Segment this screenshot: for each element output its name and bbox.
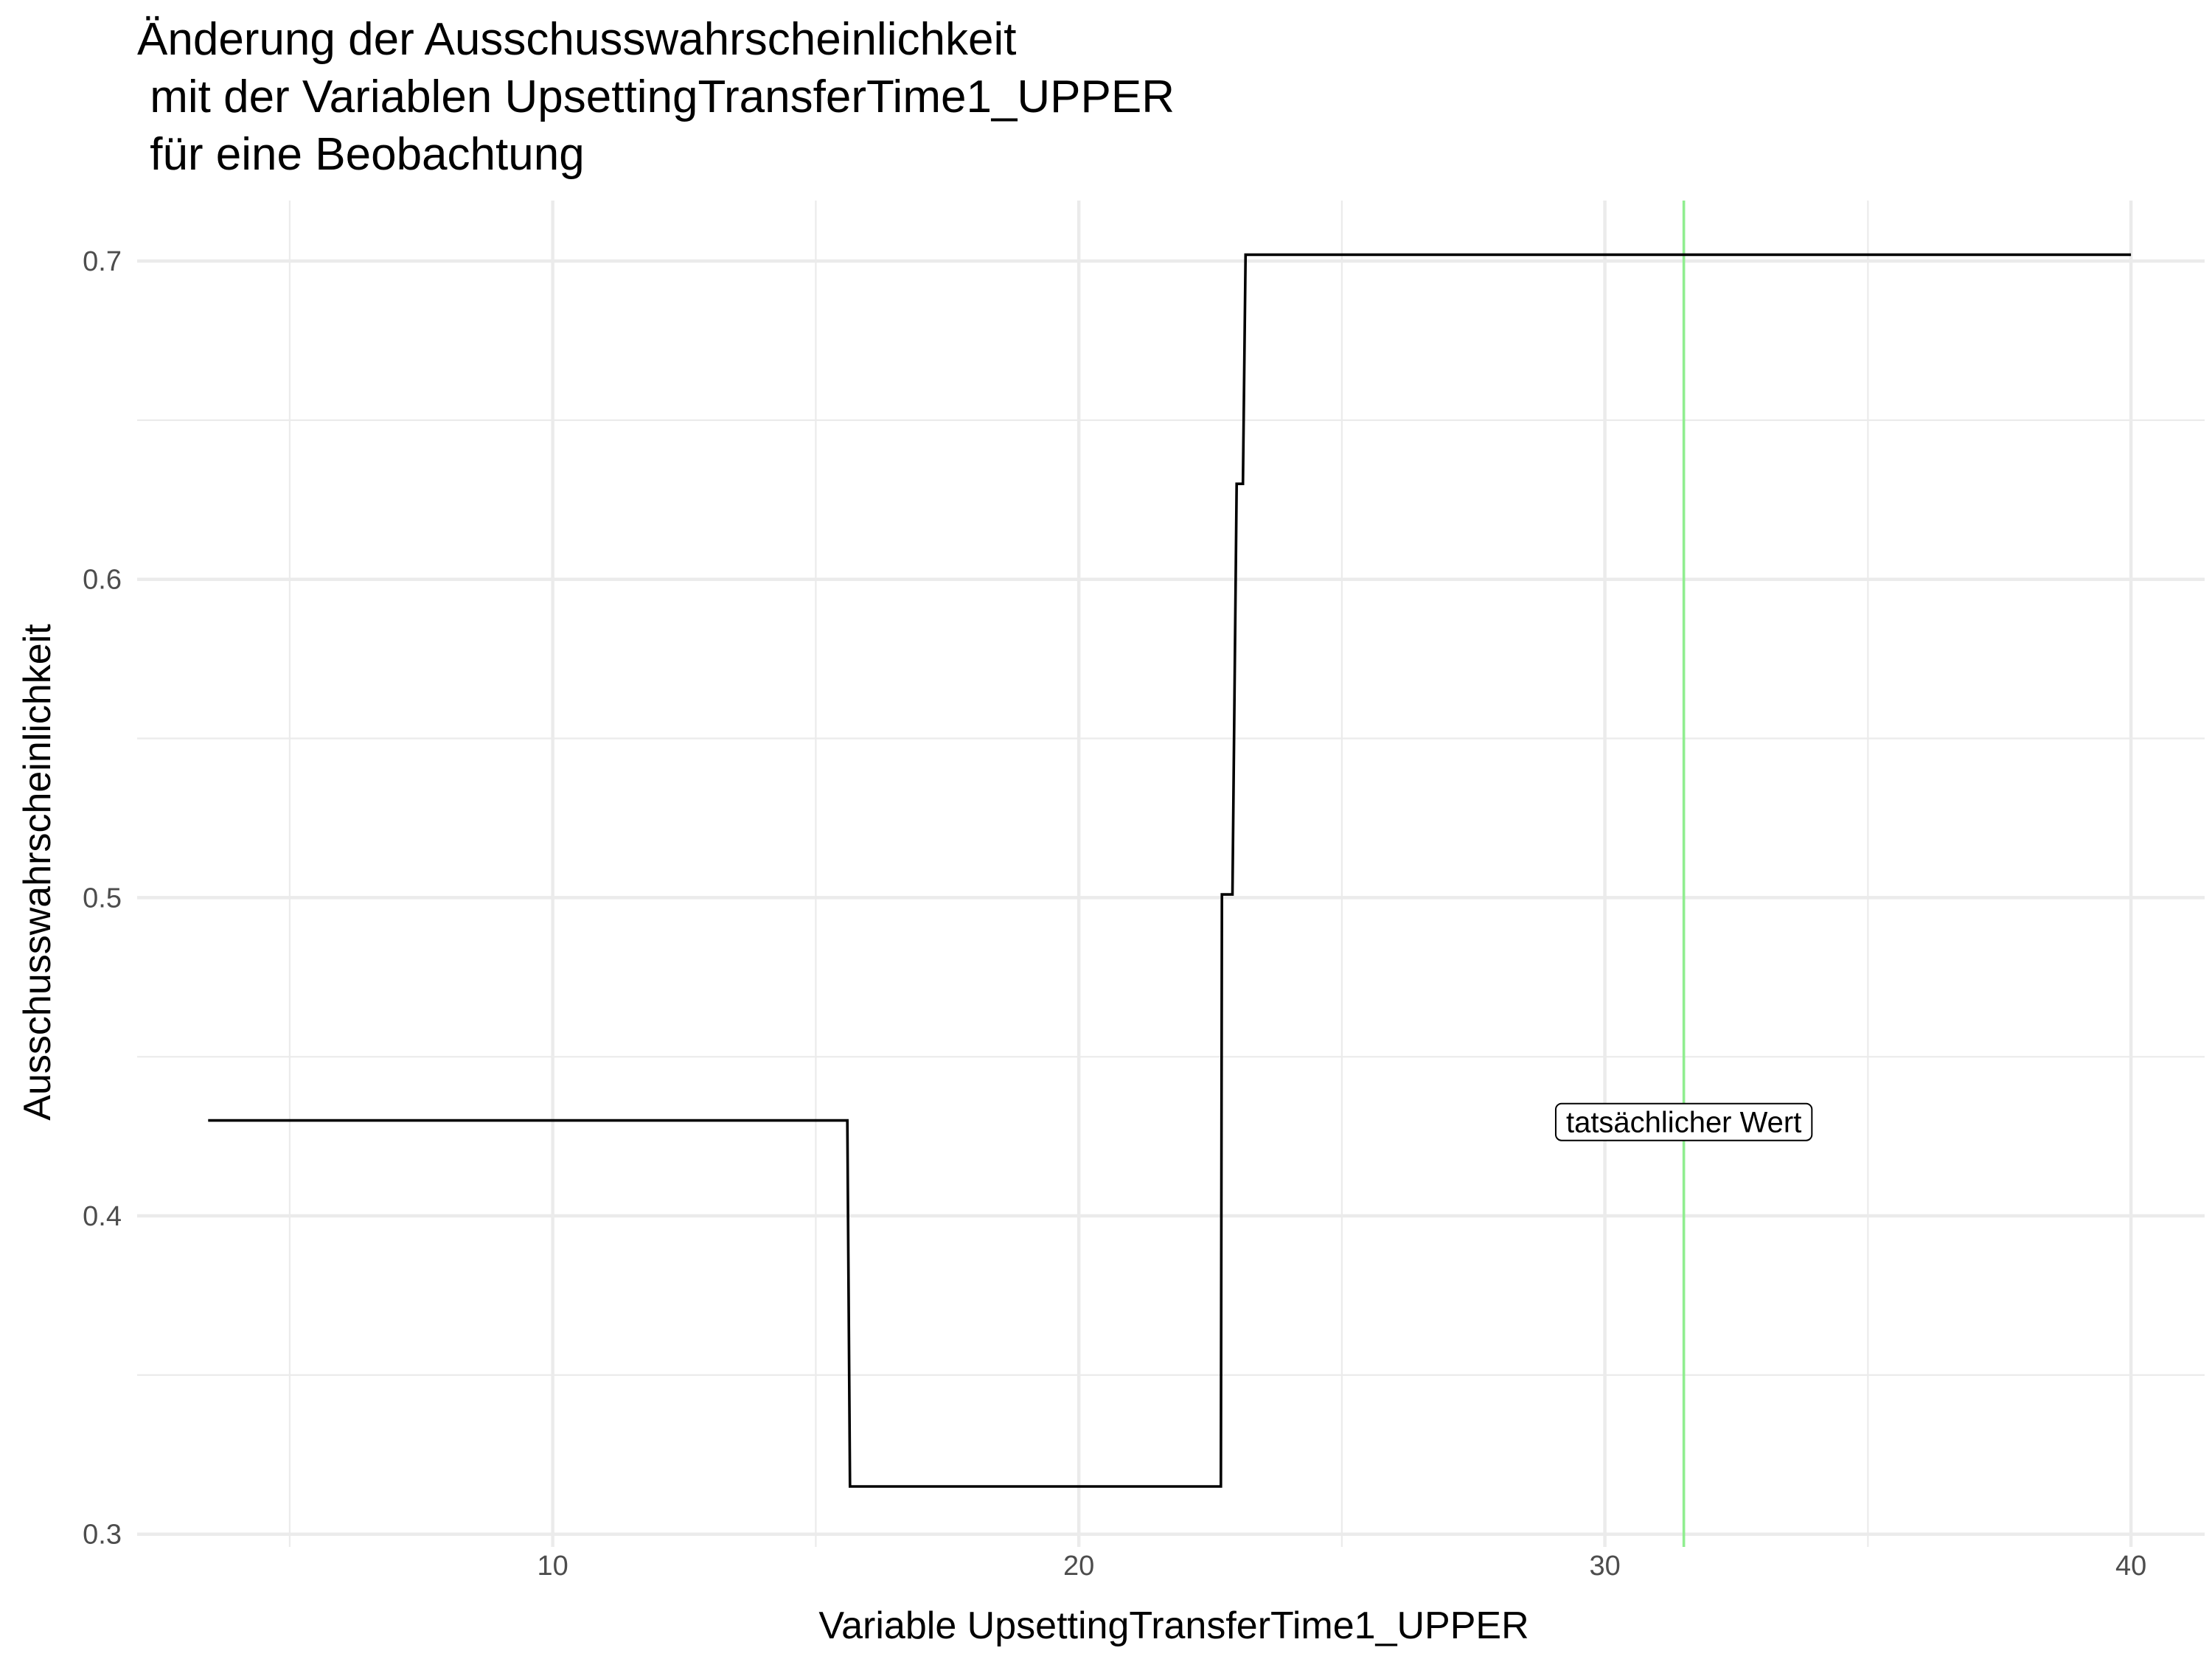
x-tick-label-0: 10 [538, 1551, 568, 1582]
tick-labels: 10 20 30 40 0.3 0.4 0.5 0.6 0.7 [83, 246, 2146, 1582]
y-tick-label-3: 0.6 [83, 565, 122, 596]
y-tick-label-0: 0.3 [83, 1520, 122, 1551]
series-group [208, 253, 2132, 1488]
chart-title-line-1: Änderung der Ausschusswahrscheinlichkeit [137, 14, 1016, 65]
y-tick-label-2: 0.5 [83, 883, 122, 914]
annotation-label: tatsächlicher Wert [1566, 1107, 1801, 1139]
chart-title-line-3: für eine Beobachtung [137, 129, 585, 180]
x-tick-label-1: 20 [1063, 1551, 1094, 1582]
y-axis-title: Ausschusswahrscheinlichkeit [16, 624, 59, 1121]
x-tick-label-3: 40 [2115, 1551, 2146, 1582]
x-tick-label-2: 30 [1589, 1551, 1620, 1582]
x-axis-title: Variable UpsettingTransferTime1_UPPER [818, 1604, 1528, 1647]
annotation-box [1554, 1102, 1813, 1141]
y-tick-label-4: 0.7 [83, 246, 122, 277]
annotation-group: tatsächlicher Wert [1554, 1102, 1813, 1141]
series-line-0 [208, 253, 2132, 1488]
chart-title-line-2: mit der Variablen UpsettingTransferTime1… [137, 72, 1175, 122]
y-tick-label-1: 0.4 [83, 1201, 122, 1232]
grid [137, 201, 2205, 1547]
